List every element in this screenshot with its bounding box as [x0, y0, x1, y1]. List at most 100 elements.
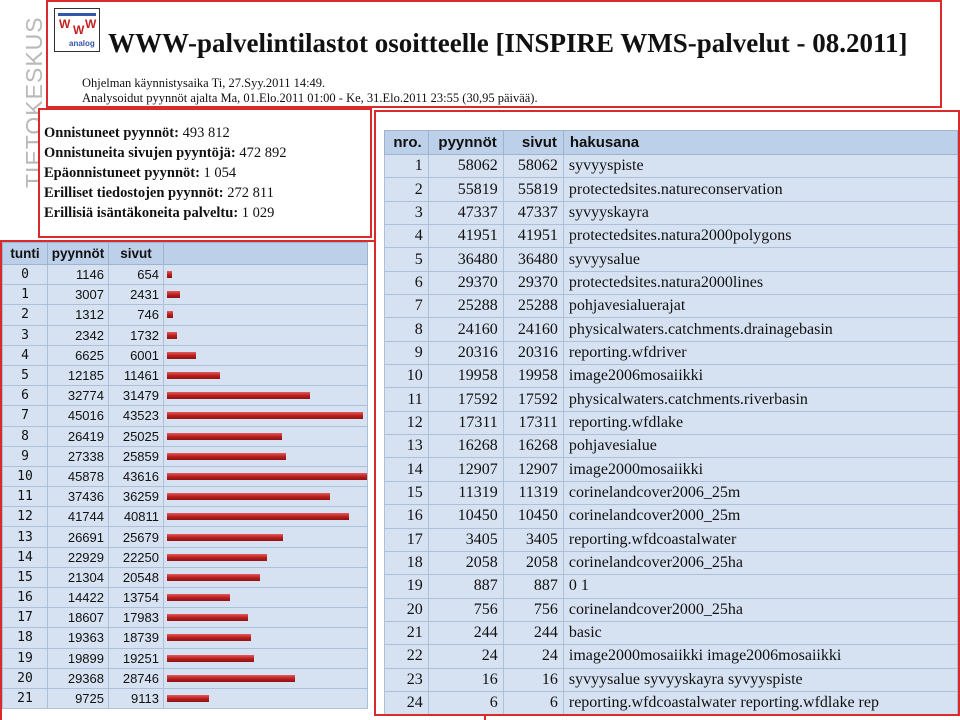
table-row: 9 20316 20316 reporting.wfdriver	[384, 340, 958, 366]
pages-cell: 6	[502, 690, 564, 714]
requests-cell: 16268	[427, 434, 504, 459]
keyword-cell: syvyysalue	[562, 247, 958, 272]
table-row: 17 3405 3405 reporting.wfdcoastalwater	[384, 527, 958, 552]
table-row: 16 10450 10450 corinelandcover2000_25m	[384, 504, 958, 529]
requests-cell: 32774	[47, 385, 109, 407]
bar-cell	[163, 465, 368, 488]
bar-cell	[163, 304, 368, 326]
keyword-cell: reporting.wfdlake	[562, 410, 958, 436]
table-row: 13 26691 25679	[2, 526, 368, 548]
keyword-stats-panel: nro. pyynnöt sivut hakusana 1 58062 58062 s…	[374, 110, 960, 716]
bar-cell	[163, 364, 368, 387]
pages-cell: 41951	[502, 224, 564, 249]
keyword-header-row: nro. pyynnöt sivut hakusana	[384, 130, 958, 155]
requests-cell: 55819	[427, 177, 504, 202]
number-cell: 8	[384, 317, 429, 342]
summary-row: Erillisiä isäntäkoneita palveltu: 1 029	[44, 203, 370, 223]
requests-cell: 6	[427, 690, 504, 714]
summary-label: Erilliset tiedostojen pyynnöt:	[44, 185, 224, 201]
bar-cell	[163, 385, 368, 407]
keyword-cell: syvyyspiste	[562, 153, 958, 179]
table-row: 12 41744 40811	[2, 506, 368, 528]
number-cell: 12	[384, 410, 429, 436]
keyword-cell: physicalwaters.catchments.drainagebasin	[562, 317, 958, 342]
pages-cell: 9113	[108, 687, 164, 710]
table-row: 16 14422 13754	[2, 586, 368, 609]
pages-cell: 43523	[108, 405, 164, 427]
requests-cell: 27338	[47, 445, 109, 467]
hour-cell: 11	[2, 486, 48, 508]
keyword-cell: reporting.wfdriver	[562, 340, 958, 366]
keyword-cell: reporting.wfdcoastalwater reporting.wfdl…	[562, 690, 958, 714]
number-cell: 18	[384, 550, 429, 576]
request-bar	[167, 553, 267, 561]
pages-cell: 756	[502, 597, 564, 622]
keyword-cell: basic	[562, 620, 958, 646]
bar-cell	[163, 486, 368, 508]
keyword-cell: corinelandcover2000_25ha	[562, 597, 958, 622]
pages-cell: 1732	[108, 324, 164, 346]
number-cell: 17	[384, 527, 429, 552]
requests-cell: 41744	[47, 506, 109, 528]
requests-cell: 756	[427, 597, 504, 622]
request-bar	[167, 271, 172, 279]
requests-cell: 11319	[427, 480, 504, 506]
keyword-cell: pohjavesialue	[562, 434, 958, 459]
requests-cell: 37436	[47, 486, 109, 508]
table-row: 3 47337 47337 syvyyskayra	[384, 200, 958, 226]
requests-cell: 2058	[427, 550, 504, 576]
requests-cell: 19363	[47, 627, 109, 649]
requests-cell: 12907	[427, 457, 504, 482]
pages-cell: 19251	[108, 647, 164, 669]
table-row: 15 21304 20548	[2, 566, 368, 589]
number-cell: 11	[384, 387, 429, 412]
hour-cell: 2	[2, 304, 48, 326]
pages-cell: 36259	[108, 486, 164, 508]
number-cell: 16	[384, 504, 429, 529]
pages-cell: 17592	[502, 387, 564, 412]
request-bar	[167, 634, 251, 642]
keyword-cell: protectedsites.natureconservation	[562, 177, 958, 202]
requests-cell: 14422	[47, 586, 109, 609]
col-header-hour: tunti	[2, 242, 48, 265]
pages-cell: 28746	[108, 667, 164, 689]
hour-cell: 4	[2, 344, 48, 366]
requests-cell: 19958	[427, 364, 504, 389]
analog-logo: W W W analog	[54, 8, 100, 52]
hour-cell: 13	[2, 526, 48, 548]
number-cell: 1	[384, 153, 429, 179]
requests-cell: 45016	[47, 405, 109, 427]
requests-cell: 26419	[47, 425, 109, 447]
request-bar	[167, 291, 180, 299]
table-row: 5 12185 11461	[2, 364, 368, 387]
pages-cell: 24	[502, 644, 564, 669]
request-bar	[167, 493, 330, 501]
hour-cell: 12	[2, 506, 48, 528]
number-cell: 6	[384, 270, 429, 296]
bar-cell	[163, 607, 368, 629]
request-bar	[167, 311, 173, 319]
summary-value: 1 029	[241, 205, 275, 221]
bar-cell	[163, 586, 368, 609]
table-row: 24 6 6 reporting.wfdcoastalwater reporting.…	[384, 690, 958, 714]
table-row: 14 12907 12907 image2000mosaiikki	[384, 457, 958, 482]
summary-value: 272 811	[227, 185, 274, 201]
number-cell: 24	[384, 690, 429, 714]
table-row: 8 24160 24160 physicalwaters.catchments.dra…	[384, 317, 958, 342]
hour-cell: 21	[2, 687, 48, 710]
col-header-number: nro.	[384, 130, 429, 155]
table-row: 4 6625 6001	[2, 344, 368, 366]
logo-letter: W	[73, 23, 85, 37]
hourly-header-row: tunti pyynnöt sivut	[2, 242, 368, 265]
table-row: 19 19899 19251	[2, 647, 368, 669]
hour-cell: 15	[2, 566, 48, 589]
table-row: 5 36480 36480 syvyysalue	[384, 247, 958, 272]
table-row: 1 3007 2431	[2, 284, 368, 306]
keyword-cell: protectedsites.natura2000polygons	[562, 224, 958, 249]
requests-cell: 9725	[47, 687, 109, 710]
table-row: 18 19363 18739	[2, 627, 368, 649]
pages-cell: 17983	[108, 607, 164, 629]
summary-row: Onnistuneita sivujen pyyntöjä: 472 892	[44, 143, 370, 163]
summary-label: Epäonnistuneet pyynnöt:	[44, 165, 200, 181]
keyword-cell: 0 1	[562, 574, 958, 599]
